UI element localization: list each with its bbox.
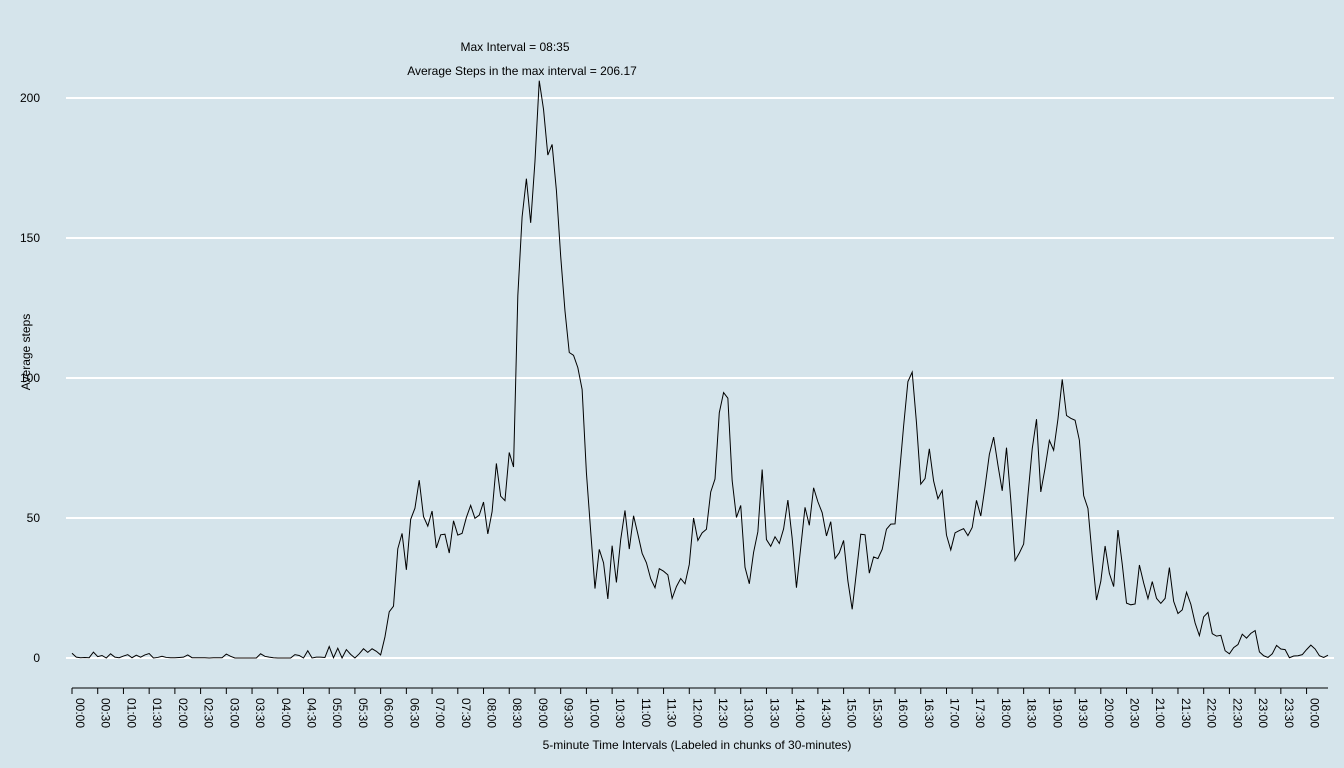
x-tick-label: 22:30 <box>1230 698 1244 728</box>
x-tick-label: 15:30 <box>870 698 884 728</box>
x-tick-label: 07:00 <box>433 698 447 728</box>
x-tick-label: 19:00 <box>1050 698 1064 728</box>
annotation-max-interval: Max Interval = 08:35 <box>460 40 569 54</box>
x-tick-label: 18:00 <box>999 698 1013 728</box>
x-tick-label: 05:30 <box>356 698 370 728</box>
x-tick-label: 08:30 <box>510 698 524 728</box>
y-tick-label: 50 <box>27 511 41 525</box>
x-tick-label: 06:30 <box>407 698 421 728</box>
y-axis-title: Average steps <box>19 314 33 391</box>
x-tick-label: 15:00 <box>845 698 859 728</box>
y-tick-label: 0 <box>33 651 40 665</box>
x-tick-label: 04:00 <box>279 698 293 728</box>
x-tick-label: 01:30 <box>150 698 164 728</box>
y-tick-label: 100 <box>20 371 40 385</box>
x-tick-label: 17:30 <box>973 698 987 728</box>
x-tick-label: 04:30 <box>304 698 318 728</box>
x-tick-label: 20:30 <box>1128 698 1142 728</box>
x-tick-label: 08:00 <box>485 698 499 728</box>
x-tick-label: 12:00 <box>690 698 704 728</box>
x-tick-label: 09:00 <box>536 698 550 728</box>
x-tick-label: 00:30 <box>99 698 113 728</box>
x-tick-label: 11:30 <box>665 698 679 727</box>
x-tick-label: 23:00 <box>1256 698 1270 728</box>
x-tick-label: 17:00 <box>947 698 961 728</box>
x-tick-label: 01:00 <box>124 698 138 728</box>
x-axis: 00:00 00:30 01:00 01:30 02:00 02:30 03:00 03:30… <box>71 687 1328 728</box>
y-tick-label: 200 <box>20 91 40 105</box>
x-tick-label: 03:30 <box>253 698 267 728</box>
x-tick-label: 05:00 <box>330 698 344 728</box>
x-tick-label: 02:00 <box>176 698 190 728</box>
x-axis-title: 5-minute Time Intervals (Labeled in chun… <box>543 738 852 752</box>
x-tick-label: 23:30 <box>1282 698 1296 728</box>
x-tick-label: 14:30 <box>819 698 833 728</box>
x-tick-label: 10:00 <box>587 698 601 728</box>
x-tick-label: 00:00 <box>1308 698 1322 728</box>
gridlines <box>66 97 1334 659</box>
series-line-average-steps <box>71 80 1329 660</box>
x-tick-label: 13:30 <box>767 698 781 728</box>
x-tick-label: 14:00 <box>793 698 807 728</box>
x-tick-label: 20:00 <box>1102 698 1116 728</box>
x-tick-label: 16:00 <box>896 698 910 728</box>
x-tick-label: 22:00 <box>1205 698 1219 728</box>
x-tick-label: 18:30 <box>1025 698 1039 728</box>
x-tick-label: 03:00 <box>227 698 241 728</box>
x-tick-label: 06:00 <box>382 698 396 728</box>
x-tick-label: 10:30 <box>613 698 627 728</box>
y-tick-label: 150 <box>20 231 40 245</box>
x-tick-label: 12:30 <box>716 698 730 728</box>
x-tick-label: 19:30 <box>1076 698 1090 728</box>
x-tick-label: 16:30 <box>922 698 936 728</box>
annotation-max-average-steps: Average Steps in the max interval = 206.… <box>407 64 637 78</box>
x-tick-label: 00:00 <box>73 698 87 728</box>
x-tick-label: 21:30 <box>1179 698 1193 728</box>
x-tick-label: 21:00 <box>1153 698 1167 728</box>
x-tick-label: 07:30 <box>459 698 473 728</box>
x-tick-label: 09:30 <box>562 698 576 728</box>
x-tick-label: 02:30 <box>202 698 216 728</box>
y-axis-tick-labels: 0 50 100 150 200 <box>20 91 40 665</box>
x-tick-label: 13:00 <box>742 698 756 728</box>
x-tick-label: 11:00 <box>639 698 653 727</box>
